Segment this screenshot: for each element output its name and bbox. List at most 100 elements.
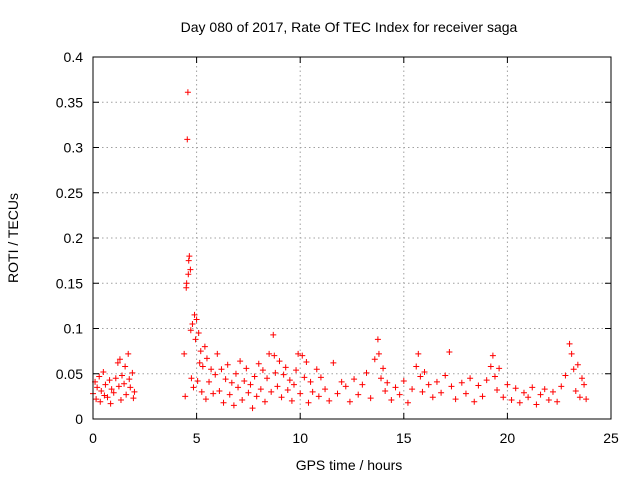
data-point bbox=[491, 373, 498, 380]
data-point bbox=[251, 373, 258, 380]
x-tick-label: 10 bbox=[292, 430, 308, 446]
data-point bbox=[198, 388, 205, 395]
data-point bbox=[188, 375, 195, 382]
data-point bbox=[537, 391, 544, 398]
data-point bbox=[400, 377, 407, 384]
data-point bbox=[288, 397, 295, 404]
data-point bbox=[222, 376, 229, 383]
x-tick-label: 5 bbox=[193, 430, 201, 446]
data-point bbox=[194, 377, 201, 384]
data-point bbox=[578, 375, 585, 382]
y-tick-label: 0.15 bbox=[56, 275, 83, 291]
data-point bbox=[583, 396, 590, 403]
data-point bbox=[270, 331, 277, 338]
data-point bbox=[415, 350, 422, 357]
data-point bbox=[572, 387, 579, 394]
data-point bbox=[271, 352, 278, 359]
data-point bbox=[126, 376, 133, 383]
data-point bbox=[97, 398, 104, 405]
data-point bbox=[117, 396, 124, 403]
data-point bbox=[96, 373, 103, 380]
data-point bbox=[220, 399, 227, 406]
data-point bbox=[123, 391, 130, 398]
data-point bbox=[212, 371, 219, 378]
data-point bbox=[119, 372, 126, 379]
data-point bbox=[247, 381, 254, 388]
data-point bbox=[305, 399, 312, 406]
data-point bbox=[384, 379, 391, 386]
axis-ticks bbox=[92, 56, 612, 420]
data-point bbox=[284, 387, 291, 394]
data-point bbox=[129, 369, 136, 376]
data-point bbox=[214, 350, 221, 357]
data-point bbox=[232, 370, 239, 377]
data-point bbox=[382, 387, 389, 394]
data-point bbox=[243, 365, 250, 372]
data-point bbox=[286, 377, 293, 384]
data-point bbox=[471, 398, 478, 405]
x-tick-label: 20 bbox=[500, 430, 516, 446]
data-point bbox=[317, 374, 324, 381]
data-point bbox=[421, 368, 428, 375]
data-point bbox=[512, 385, 519, 392]
data-point bbox=[392, 384, 399, 391]
y-tick-labels: 0 0.05 0.1 0.15 0.2 0.25 0.3 0.35 0.4 bbox=[56, 49, 83, 427]
data-point bbox=[351, 376, 358, 383]
data-point bbox=[230, 402, 237, 409]
data-point bbox=[467, 375, 474, 382]
data-point bbox=[199, 363, 206, 370]
data-point bbox=[297, 390, 304, 397]
data-point bbox=[554, 398, 561, 405]
x-tick-label: 25 bbox=[603, 430, 619, 446]
chart-title: Day 080 of 2017, Rate Of TEC Index for r… bbox=[181, 19, 518, 35]
data-point bbox=[322, 386, 329, 393]
data-point bbox=[274, 383, 281, 390]
data-point bbox=[574, 361, 581, 368]
data-point bbox=[203, 355, 210, 362]
data-point bbox=[293, 367, 300, 374]
data-point bbox=[570, 366, 577, 373]
data-point bbox=[489, 352, 496, 359]
data-point bbox=[516, 399, 523, 406]
data-point bbox=[429, 394, 436, 401]
data-point bbox=[94, 384, 101, 391]
data-point bbox=[303, 358, 310, 365]
data-point bbox=[228, 379, 235, 386]
data-point bbox=[307, 378, 314, 385]
data-point bbox=[257, 386, 264, 393]
data-point bbox=[355, 391, 362, 398]
data-point bbox=[186, 253, 193, 260]
data-point bbox=[206, 378, 213, 385]
data-point bbox=[533, 401, 540, 408]
y-tick-label: 0.3 bbox=[64, 140, 84, 156]
data-point bbox=[520, 389, 527, 396]
data-point bbox=[378, 375, 385, 382]
data-point bbox=[313, 366, 320, 373]
data-point bbox=[419, 388, 426, 395]
data-point bbox=[545, 396, 552, 403]
data-point bbox=[525, 394, 532, 401]
data-point bbox=[259, 367, 266, 374]
data-point bbox=[276, 358, 283, 365]
data-point bbox=[255, 360, 262, 367]
data-point bbox=[562, 372, 569, 379]
data-point bbox=[326, 397, 333, 404]
data-point bbox=[508, 396, 515, 403]
data-point bbox=[299, 352, 306, 359]
data-point bbox=[125, 350, 132, 357]
data-point bbox=[112, 375, 119, 382]
data-point bbox=[413, 363, 420, 370]
data-point bbox=[568, 350, 575, 357]
data-point bbox=[438, 389, 445, 396]
data-point bbox=[483, 377, 490, 384]
data-point bbox=[192, 336, 199, 343]
data-point bbox=[201, 343, 208, 350]
data-point bbox=[261, 398, 268, 405]
data-point bbox=[235, 384, 242, 391]
data-point bbox=[458, 379, 465, 386]
y-axis-label: ROTI / TECUs bbox=[5, 193, 21, 283]
data-point bbox=[396, 391, 403, 398]
data-point bbox=[202, 396, 209, 403]
data-point bbox=[448, 383, 455, 390]
